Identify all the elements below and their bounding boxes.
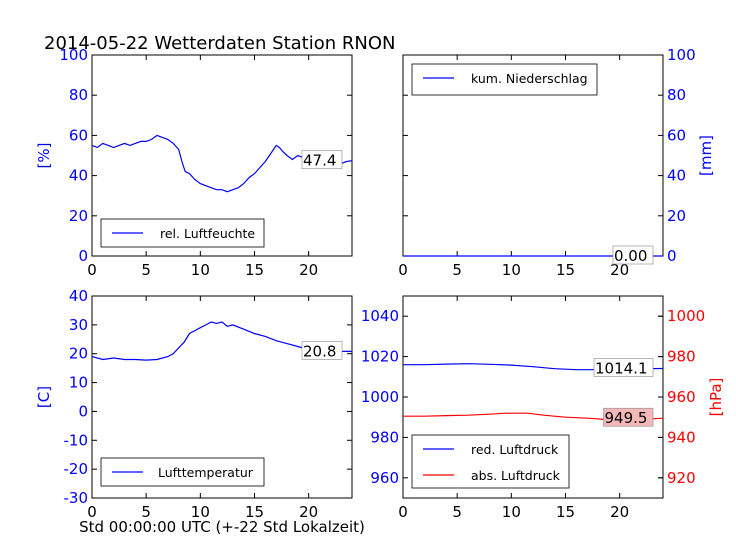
x-tick-label: 10 [502, 261, 521, 279]
y-tick-label: 0 [78, 247, 88, 265]
y-tick-label: 80 [667, 86, 686, 104]
y-tick-label: 60 [667, 126, 686, 144]
figure-title: 2014-05-22 Wetterdaten Station RNON [44, 33, 395, 54]
y-right-tick-label: 940 [667, 428, 696, 446]
y-right-tick-label: 920 [667, 469, 696, 487]
y-axis-label: [mm] [697, 135, 715, 176]
value-annotation: 47.4 [303, 152, 336, 170]
x-tick-label: 20 [610, 503, 629, 521]
legend-label: Lufttemperatur [158, 465, 254, 480]
y-tick-label: 30 [69, 316, 88, 334]
x-tick-label: 5 [141, 261, 151, 279]
y-tick-label: 100 [59, 46, 88, 64]
plot-frame [91, 295, 353, 499]
legend-box [411, 434, 570, 489]
legend-label: kum. Niederschlag [471, 71, 588, 86]
precipitation-panel: 0 5 10 15 20 0 20 40 60 80 100 [mm] kum. Niederschla… [398, 46, 715, 279]
y-right-tick-label: 1000 [667, 307, 705, 325]
y-right-tick-label: 980 [667, 348, 696, 366]
y-tick-label: 0 [78, 402, 88, 420]
legend-label: red. Luftdruck [471, 442, 559, 457]
legend-label: rel. Luftfeuchte [160, 226, 255, 241]
y-tick-label: 40 [667, 167, 686, 185]
value-annotation-box [612, 245, 654, 265]
y-tick-label: -30 [64, 489, 89, 507]
y-tick-label: 960 [370, 469, 399, 487]
x-tick-label: 0 [87, 261, 97, 279]
y-axis-label: [%] [35, 143, 53, 169]
legend-label: abs. Luftdruck [471, 468, 561, 483]
y-right-tick-label: 960 [667, 388, 696, 406]
y-tick-label: 40 [69, 167, 88, 185]
x-tick-label: 10 [502, 503, 521, 521]
y-tick-label: 20 [69, 207, 88, 225]
y-tick-label: 20 [667, 207, 686, 225]
x-tick-label: 0 [398, 261, 408, 279]
y-tick-label: 100 [667, 46, 696, 64]
x-tick-label: 0 [398, 503, 408, 521]
y-tick-label: 980 [370, 428, 399, 446]
y-tick-label: 1000 [361, 388, 399, 406]
x-tick-label: 15 [245, 261, 264, 279]
x-tick-label: 5 [452, 503, 462, 521]
value-annotation-box [301, 150, 343, 170]
x-axis-label: Std 00:00:00 UTC (+-22 Std Lokalzeit) [79, 518, 365, 536]
y-tick-label: 40 [69, 287, 88, 305]
pressure-panel: 0 5 10 15 20 960 980 1000 1020 1040 920 940 960 980 10… [361, 295, 725, 521]
x-tick-label: 15 [556, 261, 575, 279]
x-tick-label: 15 [556, 503, 575, 521]
y-right-axis-label: [hPa] [707, 378, 725, 417]
value-annotation-box [301, 341, 343, 360]
y-tick-label: 0 [667, 247, 677, 265]
y-tick-label: 20 [69, 345, 88, 363]
y-tick-label: 60 [69, 126, 88, 144]
y-tick-label: -10 [64, 431, 89, 449]
y-tick-label: 10 [69, 374, 88, 392]
value-annotation-box [593, 358, 654, 377]
temperature-panel: 0 5 10 15 20 -30 -20 -10 0 10 20 30 40 [C] Lufttempera… [35, 287, 353, 521]
x-tick-label: 5 [452, 261, 462, 279]
x-tick-label: 10 [191, 261, 210, 279]
legend-box [411, 63, 598, 96]
x-tick-label: 20 [610, 261, 629, 279]
y-tick-label: -20 [64, 460, 89, 478]
plot-frame [91, 54, 353, 257]
x-tick-label: 10 [191, 503, 210, 521]
humidity-panel: 0 5 10 15 20 0 20 40 60 80 100 [%] rel. Luftfeuchte 4… [35, 46, 353, 279]
y-tick-label: 80 [69, 86, 88, 104]
value-annotation: 949.5 [605, 409, 648, 427]
x-tick-label: 20 [299, 261, 318, 279]
y-axis-label: [C] [35, 386, 53, 408]
y-tick-label: 1020 [361, 348, 399, 366]
x-tick-label: 5 [141, 503, 151, 521]
series-line-1 [91, 321, 352, 361]
x-tick-label: 15 [245, 503, 264, 521]
value-annotation-box [603, 407, 654, 427]
value-annotation: 1014.1 [595, 360, 648, 378]
x-tick-label: 20 [299, 503, 318, 521]
value-annotation: 20.8 [303, 342, 336, 360]
y-tick-label: 1040 [361, 307, 399, 325]
x-tick-label: 0 [87, 503, 97, 521]
value-annotation: 0.00 [614, 247, 647, 265]
